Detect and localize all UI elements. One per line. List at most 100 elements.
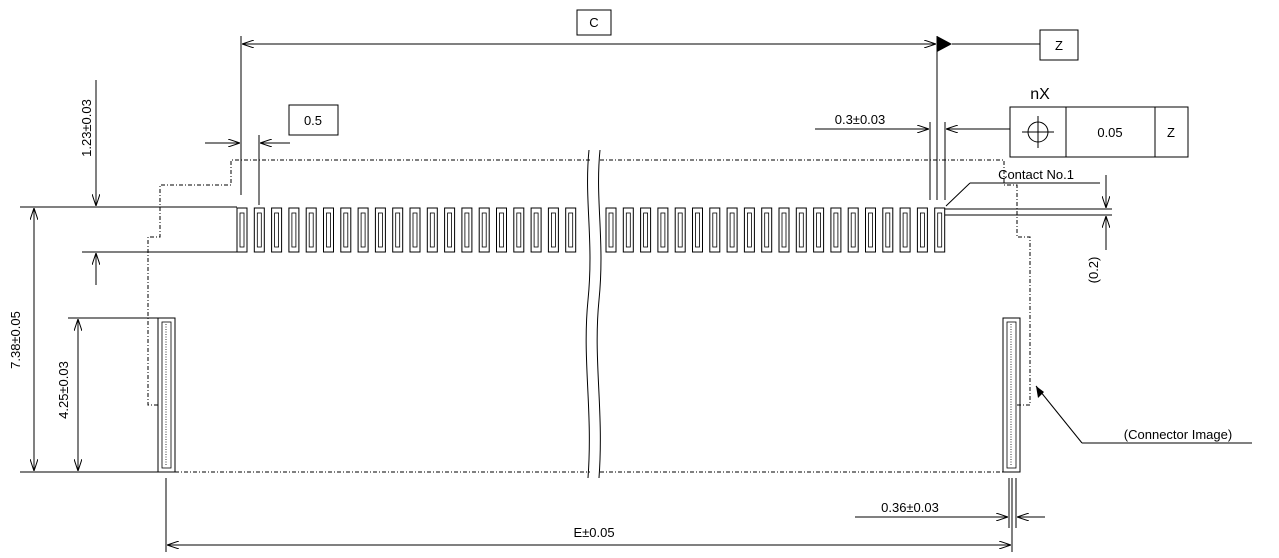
contact-pad [409, 207, 421, 253]
contact-pad [657, 207, 669, 253]
tab-width-label: 0.36±0.03 [881, 500, 939, 515]
contact-pad [882, 207, 894, 253]
contact-pad-inner [568, 212, 574, 248]
contact-pad [565, 207, 577, 253]
dimension-side-height: 4.25±0.03 [56, 317, 158, 471]
contact-pad [640, 207, 652, 253]
dimension-top-step: 1.23±0.03 [20, 80, 237, 285]
contact-pad [547, 207, 559, 253]
contact-pad [899, 207, 911, 253]
contact-width-label: 0.3±0.03 [835, 112, 886, 127]
contact-pad [674, 207, 686, 253]
contact-pad-inner [447, 212, 453, 248]
contact-pad [692, 207, 703, 253]
contact-pad [847, 207, 859, 253]
connector-image-label: (Connector Image) [1124, 427, 1232, 442]
contact-pad-inner [833, 212, 839, 248]
contact-row [236, 207, 946, 253]
dimension-pitch: 0.5 [205, 104, 339, 205]
contact-pad-inner [343, 212, 349, 248]
datum-z: Z [937, 29, 1079, 61]
contact-pad-inner [481, 212, 487, 248]
contact-pad-inner [377, 212, 383, 248]
contact-pad-inner [239, 212, 245, 248]
contact-pad [357, 207, 369, 253]
contact-pad [271, 207, 283, 253]
contact-pad-inner [747, 212, 752, 248]
ref-label: (0.2) [1086, 257, 1101, 284]
contact-pad [288, 207, 300, 253]
contact-pad [622, 207, 634, 253]
contact-pad [461, 207, 473, 253]
contact-pad [830, 207, 842, 253]
contact-pad [253, 207, 265, 253]
contact-pad-inner [256, 212, 262, 248]
dimension-total-height: 7.38±0.05 [8, 208, 158, 473]
fcf-datum: Z [1167, 125, 1175, 140]
contact-pad-inner [677, 212, 683, 248]
contact-pad [305, 207, 317, 253]
datum-z-label: Z [1055, 38, 1063, 53]
contact-pad-inner [729, 212, 735, 248]
contact-pad [916, 207, 928, 253]
contact-pad-inner [464, 212, 470, 248]
contact-pad-inner [625, 212, 631, 248]
contact-pad-inner [291, 212, 297, 248]
fcf-label: nX [1030, 86, 1050, 103]
contact-pad [934, 207, 946, 253]
contact-pad [743, 207, 755, 253]
contact-pad [236, 207, 248, 253]
contact-pad-inner [920, 212, 925, 248]
contact-pad-inner [937, 212, 943, 248]
side-tab-right [1002, 317, 1021, 473]
contact-no1-callout: Contact No.1 [945, 167, 1100, 207]
contact-pad [323, 207, 334, 253]
contact-pad-inner [551, 212, 556, 248]
contact-pad [865, 207, 876, 253]
contact-pad [340, 207, 352, 253]
contact-pad-inner [643, 212, 648, 248]
break-lines [585, 149, 602, 479]
contact-pad-inner [798, 212, 804, 248]
contact-pad-inner [781, 212, 787, 248]
contact-pad [709, 207, 721, 253]
datum-c-label: C [589, 15, 598, 30]
contact-no1-label: Contact No.1 [998, 167, 1074, 182]
side-tab-left [157, 317, 176, 473]
contact-pad [778, 207, 790, 253]
contact-pad [761, 207, 773, 253]
contact-pad-inner [712, 212, 718, 248]
fcf-tolerance: 0.05 [1097, 125, 1122, 140]
contact-pad [530, 207, 542, 253]
dimension-ref: (0.2) [945, 175, 1112, 283]
dimension-width-e: E±0.05 [165, 478, 1013, 552]
contact-pad-inner [902, 212, 908, 248]
contact-pad [513, 207, 525, 253]
contact-pad [444, 207, 456, 253]
contact-pad-inner [412, 212, 418, 248]
contact-pad-inner [308, 212, 314, 248]
contact-pad [426, 207, 438, 253]
contact-pad-inner [516, 212, 522, 248]
pitch-label: 0.5 [304, 113, 322, 128]
width-e-label: E±0.05 [573, 525, 614, 540]
contact-pad-inner [429, 212, 435, 248]
contact-pad-inner [816, 212, 821, 248]
contact-pad-inner [274, 212, 280, 248]
contact-pad [795, 207, 807, 253]
contact-pad-inner [695, 212, 700, 248]
contact-pad-inner [764, 212, 770, 248]
contact-pad-inner [868, 212, 873, 248]
contact-pad [605, 207, 617, 253]
contact-pad [392, 207, 404, 253]
contact-pad-inner [360, 212, 366, 248]
dimension-c: C [240, 9, 938, 200]
contact-pad-inner [850, 212, 856, 248]
connector-outline [147, 159, 1031, 473]
feature-control-frame: nX 0.05 Z [1009, 86, 1189, 158]
contact-pad [726, 207, 738, 253]
total-height-label: 7.38±0.05 [8, 311, 23, 369]
contact-pad [496, 207, 507, 253]
contact-pad-inner [395, 212, 401, 248]
